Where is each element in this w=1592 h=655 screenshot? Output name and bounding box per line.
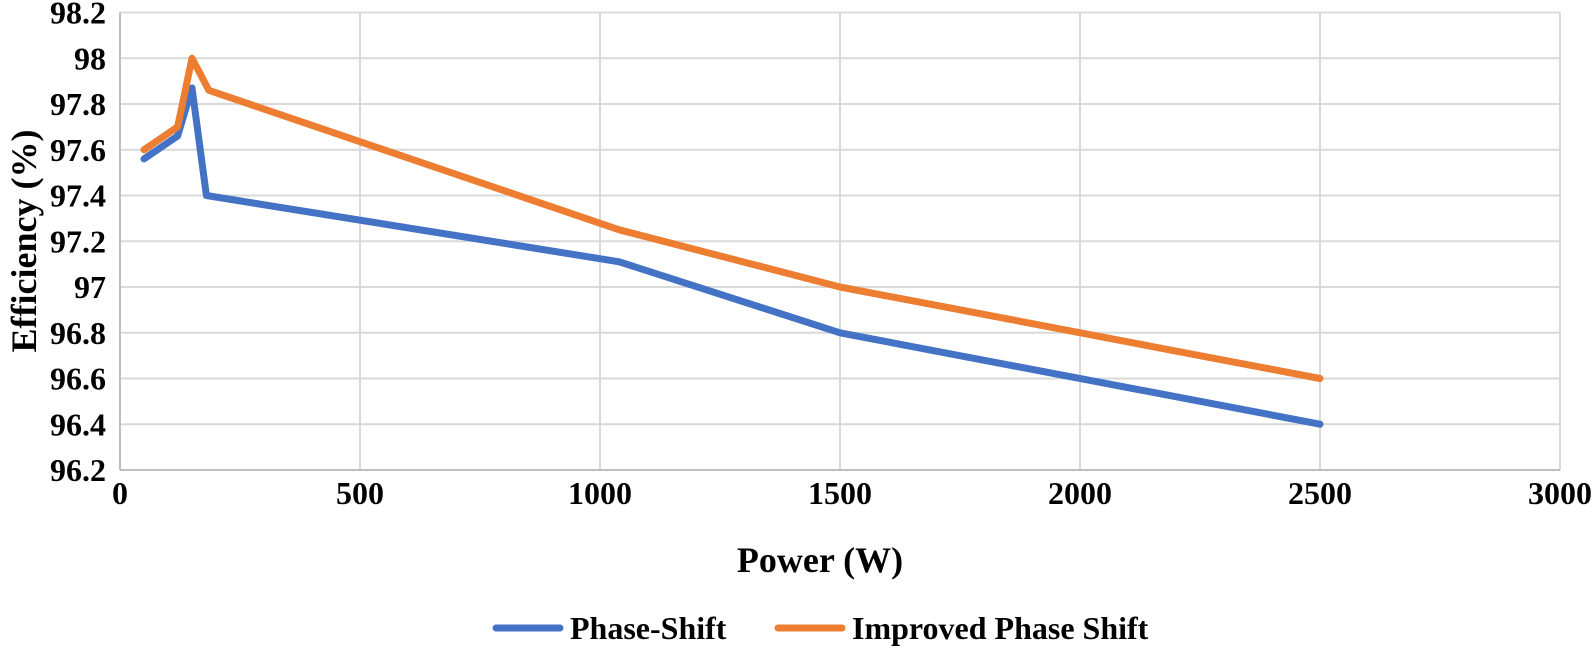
y-tick-label: 98 [74,40,106,76]
y-tick-label: 97 [74,269,106,305]
x-tick-label: 2500 [1288,475,1352,511]
x-tick-label: 3000 [1528,475,1592,511]
y-tick-label: 97.6 [50,132,106,168]
axis-lines [119,12,1560,471]
series-lines [140,54,1324,428]
x-tick-label: 2000 [1048,475,1112,511]
y-tick-label: 98.2 [50,0,106,31]
y-tick-label: 96.8 [50,315,106,351]
series-line-phase-shift [140,84,1324,428]
y-tick-label: 96.4 [50,406,106,442]
y-axis-title: Efficiency (%) [4,130,44,353]
x-tick-label: 0 [112,475,128,511]
legend: Phase-Shift Improved Phase Shift [492,610,1149,646]
legend-item-phase-shift: Phase-Shift [492,610,727,646]
x-tick-label: 1500 [808,475,872,511]
legend-item-improved-phase-shift: Improved Phase Shift [774,610,1149,646]
legend-label-improved-phase-shift: Improved Phase Shift [852,610,1149,646]
x-tick-label: 1000 [568,475,632,511]
y-tick-label: 96.6 [50,361,106,397]
y-tick-label: 97.4 [50,178,106,214]
x-tick-label: 500 [336,475,384,511]
series-line-improved-phase-shift [140,54,1324,382]
y-tick-label: 96.2 [50,452,106,488]
x-axis-title: Power (W) [737,540,903,580]
y-tick-label: 97.2 [50,223,106,259]
y-tick-label: 97.8 [50,86,106,122]
gridlines [120,11,1561,470]
tick-labels: 96.2 96.4 96.6 96.8 97 97.2 97.4 97.6 97.8 98 98.2… [50,0,1592,511]
legend-label-phase-shift: Phase-Shift [570,610,727,646]
